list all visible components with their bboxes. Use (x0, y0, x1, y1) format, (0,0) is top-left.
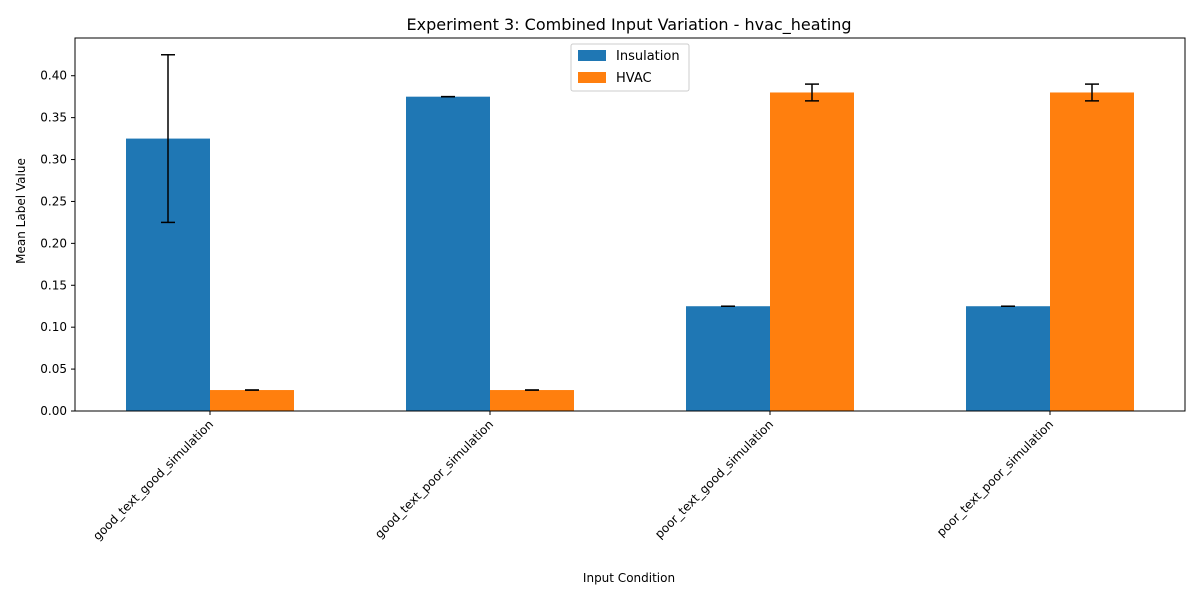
legend-label-insulation: Insulation (616, 49, 680, 64)
y-tick-label: 0.00 (40, 404, 67, 418)
y-axis-label: Mean Label Value (14, 158, 28, 264)
plot-area: 0.00 0.05 0.10 0.15 0.20 0.25 0.30 0.35 0.40 good… (40, 54, 1134, 543)
legend-label-hvac: HVAC (616, 71, 652, 86)
x-tick-label: poor_text_good_simulation (652, 417, 776, 541)
bar-hvac (210, 390, 294, 411)
x-tick-label: poor_text_poor_simulation (934, 417, 1056, 539)
y-tick-label: 0.40 (40, 69, 67, 83)
y-tick-label: 0.05 (40, 362, 67, 376)
axes-frame (74, 37, 1186, 412)
bar-hvac (770, 92, 854, 411)
y-tick-label: 0.10 (40, 320, 67, 334)
x-tick-label: good_text_good_simulation (90, 417, 216, 543)
y-tick-label: 0.15 (40, 278, 67, 292)
y-tick-label: 0.20 (40, 236, 67, 250)
x-axis-label: Input Condition (583, 571, 675, 585)
x-tick-label: good_text_poor_simulation (372, 417, 496, 541)
y-tick-label: 0.35 (40, 111, 67, 125)
y-tick-label: 0.30 (40, 153, 67, 167)
legend: Insulation HVAC (570, 43, 690, 92)
legend-swatch-insulation (578, 50, 606, 61)
bar-hvac (1050, 92, 1134, 411)
bar-insulation (406, 96, 490, 411)
bar-insulation (966, 306, 1050, 411)
legend-swatch-hvac (578, 72, 606, 83)
chart-title: Experiment 3: Combined Input Variation -… (406, 15, 851, 35)
bar-insulation (686, 306, 770, 411)
y-tick-label: 0.25 (40, 194, 67, 208)
bar-hvac (490, 390, 574, 411)
